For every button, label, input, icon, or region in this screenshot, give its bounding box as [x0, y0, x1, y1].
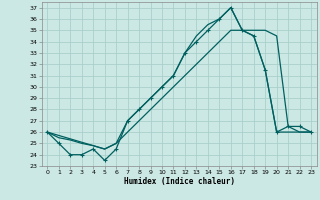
- X-axis label: Humidex (Indice chaleur): Humidex (Indice chaleur): [124, 177, 235, 186]
